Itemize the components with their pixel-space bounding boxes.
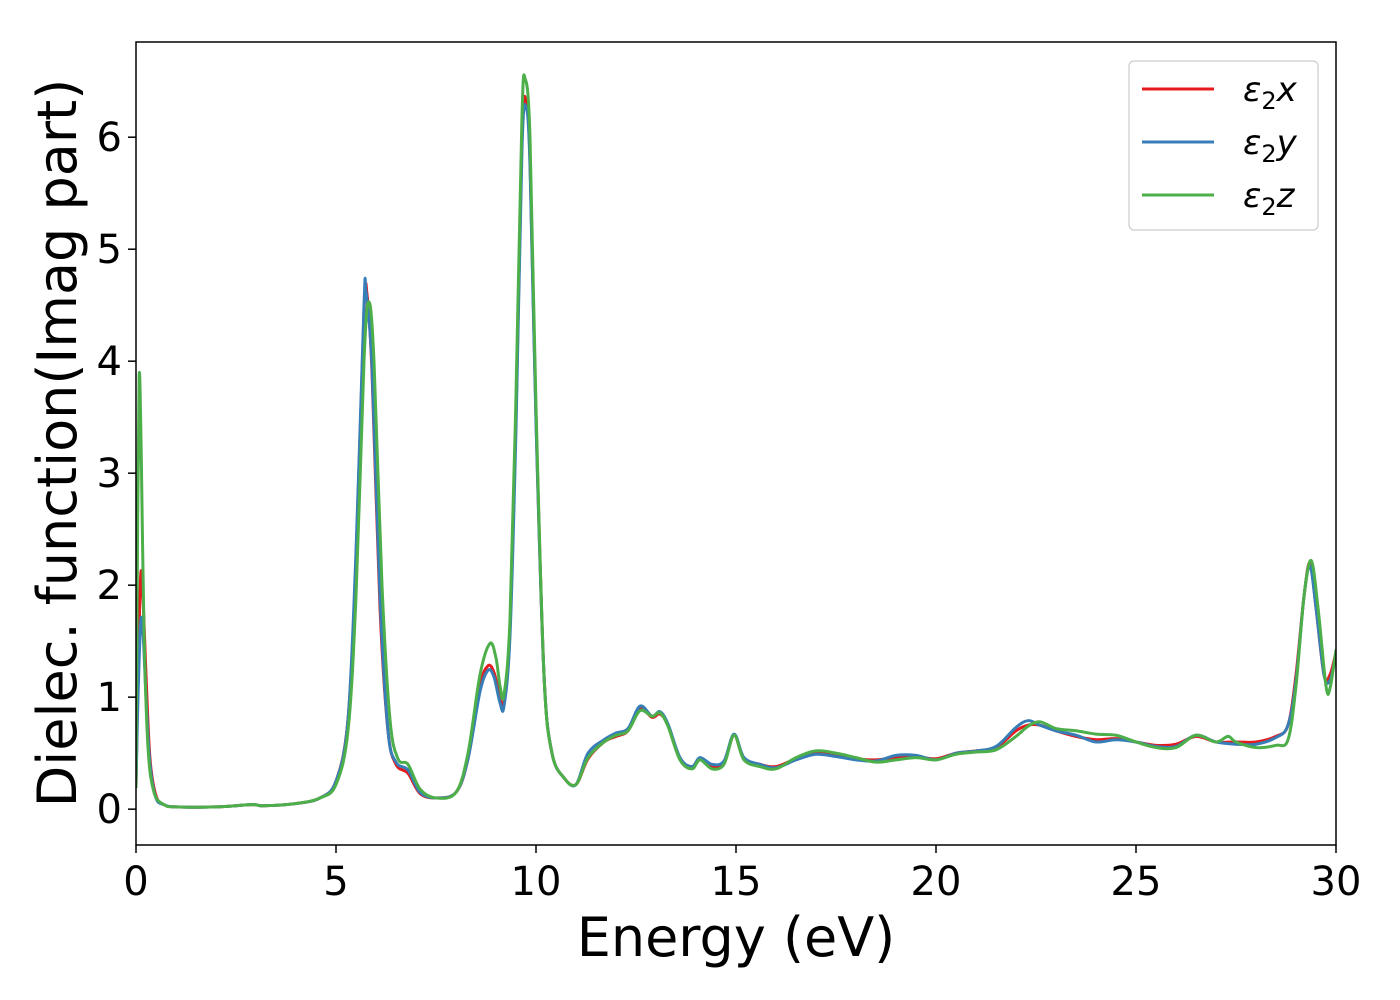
y-tick-label: 0 [97, 787, 122, 833]
legend: ε2x ε2y ε2z [1128, 60, 1319, 231]
series-layer [136, 73, 1336, 809]
y-axis-label: Dielec. function(Imag part) [26, 79, 89, 808]
x-tick-label: 30 [1311, 859, 1362, 905]
x-tick-label: 20 [911, 859, 962, 905]
y-tick-label: 2 [97, 563, 122, 609]
y-tick-label: 5 [97, 227, 122, 273]
x-tick-label: 5 [323, 859, 348, 905]
series-line-z [136, 73, 1336, 809]
y-tick-label: 3 [97, 451, 122, 497]
x-axis-label: Energy (eV) [577, 906, 896, 969]
y-tick-label: 4 [97, 339, 122, 385]
legend-label-y: ε2y [1243, 123, 1298, 168]
x-axis-ticks: 0 5 10 15 20 25 30 [123, 845, 1361, 905]
legend-box [1128, 60, 1319, 231]
series-line-y [136, 103, 1336, 809]
x-tick-label: 25 [1111, 859, 1162, 905]
legend-label-z: ε2z [1243, 176, 1296, 221]
y-tick-label: 1 [97, 675, 122, 721]
x-tick-label: 10 [511, 859, 562, 905]
y-tick-label: 6 [97, 115, 122, 161]
y-axis-ticks: 0 1 2 3 4 5 6 [97, 115, 136, 833]
x-tick-label: 0 [123, 859, 148, 905]
x-tick-label: 15 [711, 859, 762, 905]
legend-label-x: ε2x [1243, 70, 1298, 115]
